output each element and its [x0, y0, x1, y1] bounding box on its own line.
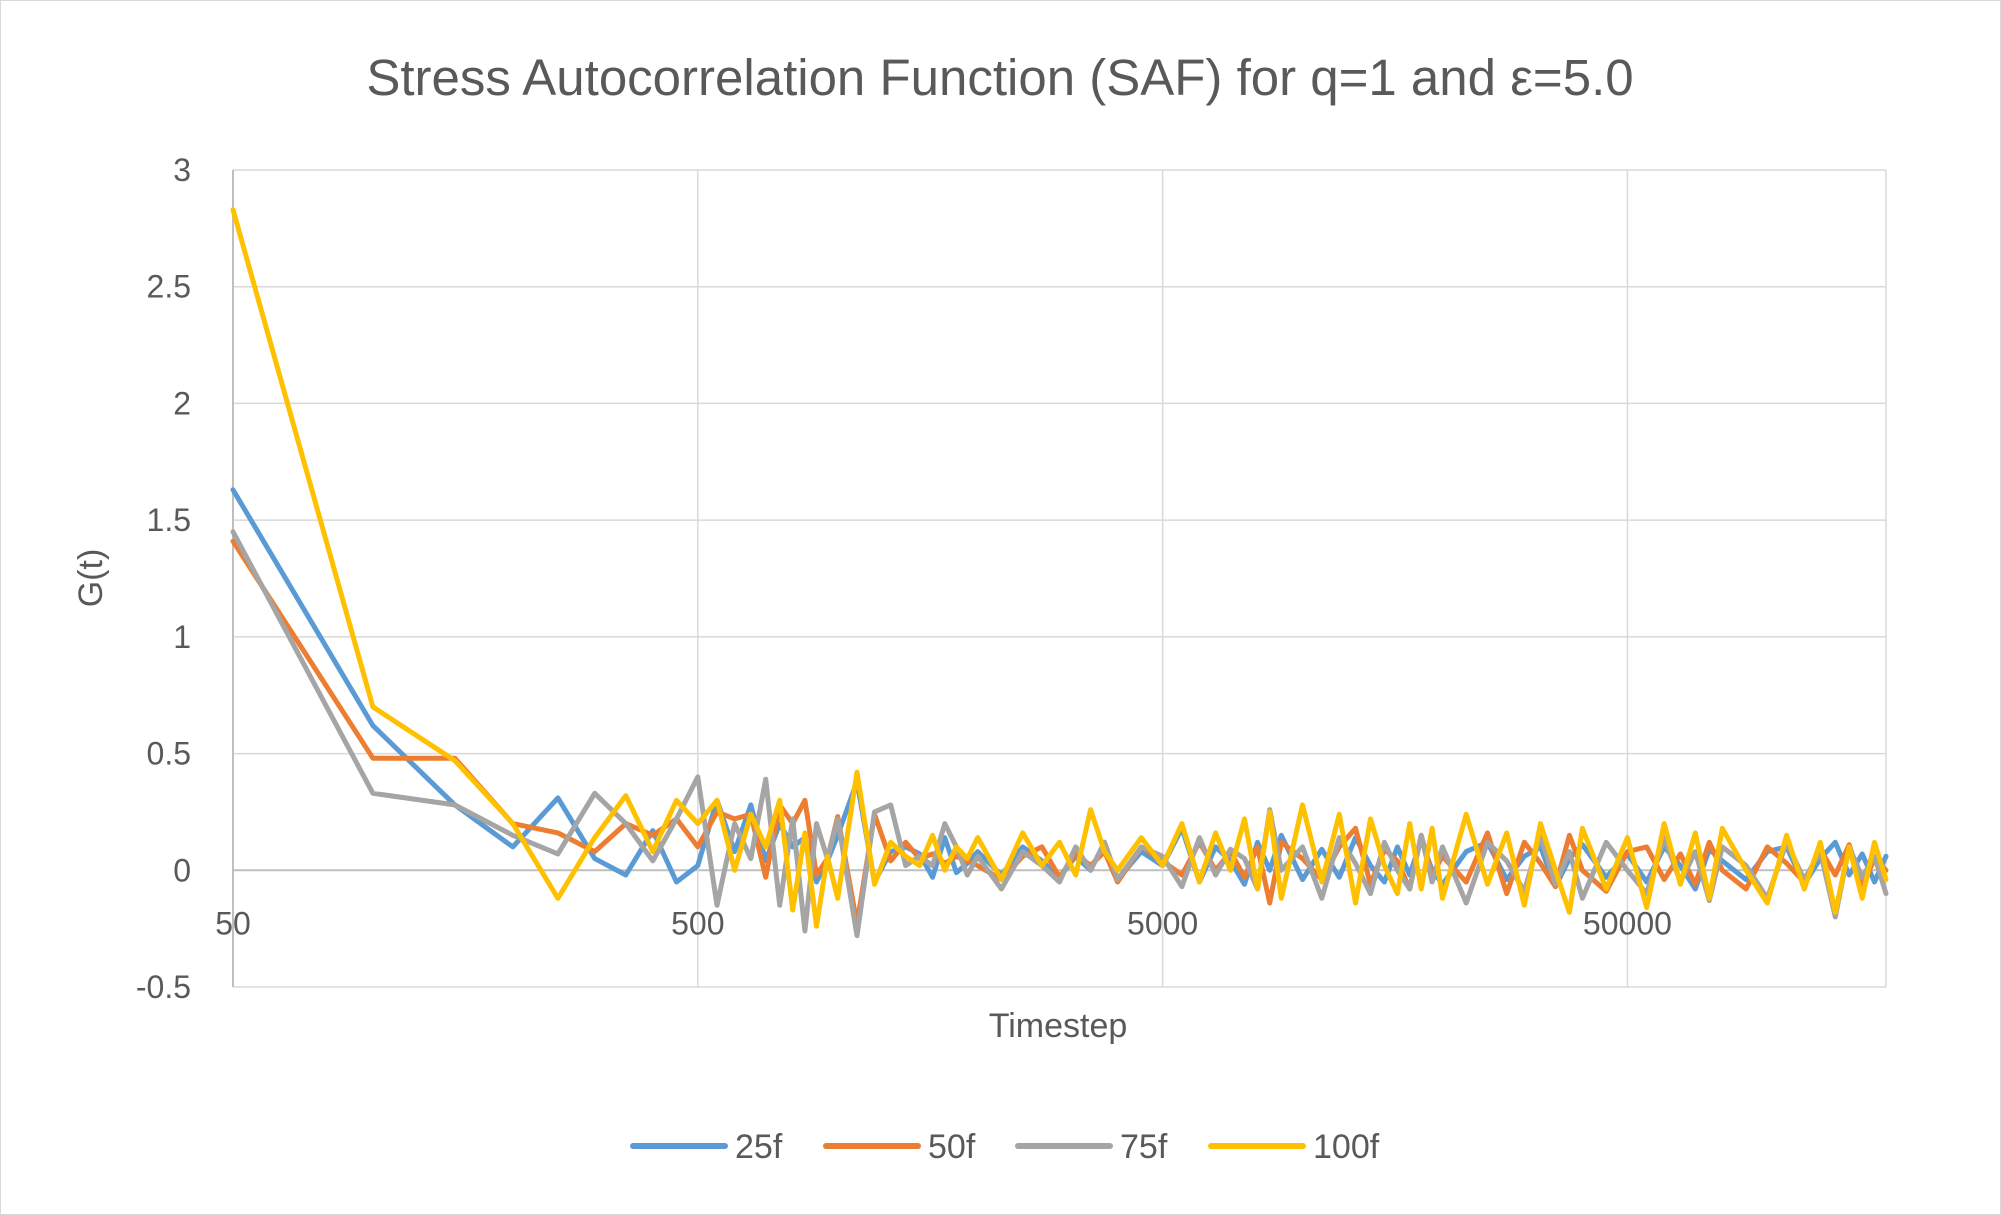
- y-tick-label: 2.5: [147, 269, 191, 305]
- gridlines: [232, 169, 1887, 988]
- x-tick-label: 50: [215, 905, 251, 941]
- x-tick-label: 50000: [1583, 905, 1672, 941]
- y-tick-label: -0.5: [136, 969, 191, 1005]
- series-line-100f: [230, 207, 1889, 929]
- legend-label-25f: 25f: [735, 1128, 783, 1166]
- y-tick-label: 1: [173, 619, 191, 655]
- y-tick-label: 0.5: [147, 736, 191, 772]
- series-lines: [230, 207, 1889, 939]
- legend-label-75f: 75f: [1120, 1128, 1168, 1166]
- series-line-25f: [230, 487, 1889, 892]
- chart-title: Stress Autocorrelation Function (SAF) fo…: [366, 49, 1633, 106]
- x-axis-title: Timestep: [989, 1007, 1128, 1045]
- y-tick-label: 1.5: [147, 502, 191, 538]
- legend-label-50f: 50f: [928, 1128, 976, 1166]
- legend-label-100f: 100f: [1313, 1128, 1380, 1166]
- legend: 25f 50f 75f 100f: [630, 1128, 1380, 1166]
- y-tick-label: 3: [173, 152, 191, 188]
- x-tick-label: 5000: [1127, 905, 1198, 941]
- x-axis-ticks: 50 500 5000 50000: [215, 905, 1672, 941]
- x-tick-label: 500: [671, 905, 724, 941]
- y-axis-title: G(t): [72, 549, 110, 608]
- series-line-75f: [230, 529, 1889, 939]
- y-axis-ticks: 3 2.5 2 1.5 1 0.5 0 -0.5: [136, 152, 191, 1005]
- y-tick-label: 0: [173, 852, 191, 888]
- y-tick-label: 2: [173, 385, 191, 421]
